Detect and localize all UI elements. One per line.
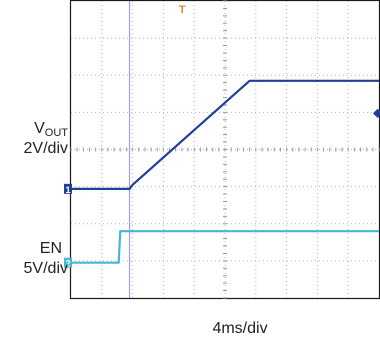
- trace-vout: [71, 79, 379, 190]
- channel-marker-1: [64, 183, 72, 194]
- channel-marker-label: 2: [66, 259, 71, 269]
- en-scale-label: 5V/div: [23, 260, 68, 277]
- en-channel-label: EN: [39, 240, 62, 257]
- vout-scale-label: 2V/div: [23, 140, 68, 157]
- traces: [71, 79, 379, 264]
- trace-en: [71, 230, 379, 264]
- vout-channel-label: VOUT: [34, 120, 68, 139]
- grid: [70, 0, 380, 299]
- channel-marker-label: 1: [66, 185, 71, 195]
- channel-markers: 12: [64, 183, 72, 269]
- time-scale-label: 4ms/div: [212, 320, 268, 337]
- channel-marker-2: [64, 257, 72, 268]
- trigger-level-marker: ◆: [373, 105, 380, 119]
- trigger-marker: T: [179, 4, 186, 16]
